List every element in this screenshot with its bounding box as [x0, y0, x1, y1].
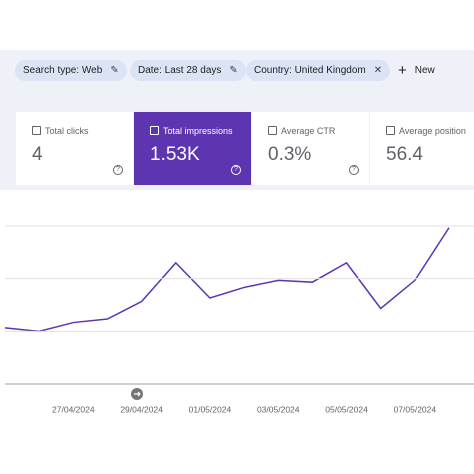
chip-label: Search type: Web [23, 65, 103, 76]
metric-label: Average CTR [281, 126, 336, 136]
x-tick-label: 29/04/2024 [120, 404, 163, 414]
x-tick-label: 01/05/2024 [189, 404, 232, 414]
filter-chip[interactable]: Search type: Web ✎ [15, 60, 127, 81]
filter-chip[interactable]: Date: Last 28 days ✎ [130, 60, 246, 81]
metric-value: 0.3% [268, 144, 312, 165]
x-tick-label: 03/05/2024 [257, 404, 300, 414]
chip-label: Country: United Kingdom [254, 65, 366, 76]
filter-chip[interactable]: Country: United Kingdom ✕ [246, 60, 391, 81]
metric-card[interactable]: Total clicks 4? [16, 112, 133, 185]
x-tick-label: 27/04/2024 [52, 404, 95, 414]
chip-label: Date: Last 28 days [138, 65, 222, 76]
metric-label: Total impressions [163, 126, 233, 136]
x-tick-label: 07/05/2024 [394, 404, 437, 414]
line-series [4, 227, 450, 333]
metric-label: Total clicks [45, 126, 89, 136]
handle-arrow [134, 391, 141, 397]
metric-card[interactable]: Total impressions 1.53K? [134, 112, 251, 185]
metric-value: 56.4 [386, 144, 423, 165]
new-button[interactable]: + New [398, 62, 435, 79]
metric-value: 1.53K [150, 144, 200, 165]
x-tick-label: 05/05/2024 [325, 404, 368, 414]
metric-label: Average position [399, 126, 466, 136]
metric-card[interactable]: Average CTR 0.3%? [252, 112, 369, 185]
button-label: New [414, 65, 435, 76]
metric-value: 4 [32, 144, 43, 165]
metric-card[interactable]: Average position 56.4 [370, 112, 474, 185]
